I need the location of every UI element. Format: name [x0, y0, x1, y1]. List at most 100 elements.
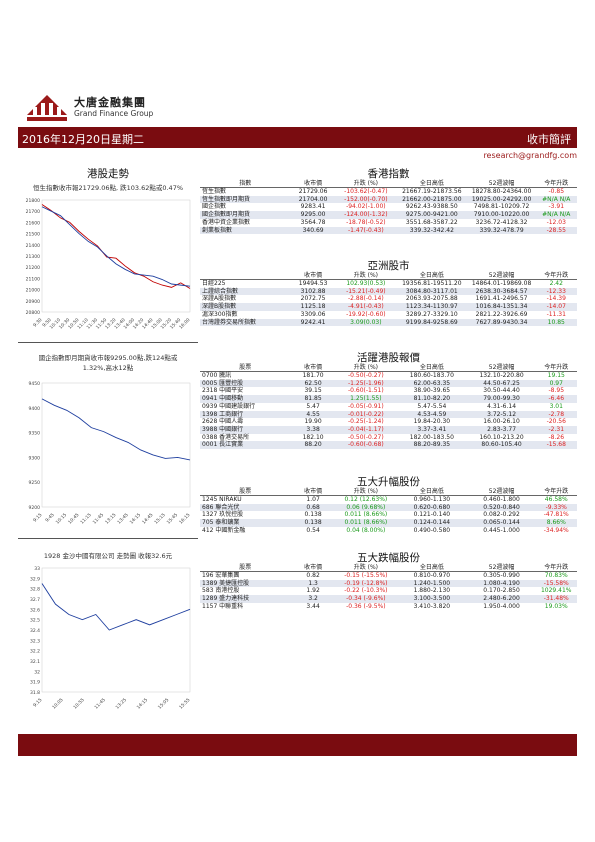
table-row: 上證綜合指數 3102.88 -15.21(-0.49) 3084.80-3117.0…: [200, 287, 577, 296]
table-row: 0939 中國建設銀行 5.47 -0.05(-0.91) 5.47-5.54 4.31…: [200, 403, 577, 411]
hk-index-table: 指數 收市價 升跌 (%) 全日高低 52週波幅 今年升跌 恆生指數 21729.06 -103…: [200, 178, 577, 235]
table-cell-chg: -15.21(-0.49): [335, 287, 397, 296]
column-header: 全日高低: [396, 362, 468, 372]
table-cell-w52: 80.60-105.40: [467, 441, 536, 450]
table-cell-chg: -19.92(-0.60): [346, 310, 386, 318]
x-tick-label: 11:45: [93, 697, 107, 711]
table-cell-name: 583 南港控股: [202, 587, 240, 595]
report-title: 收市簡評: [527, 133, 571, 146]
table-cell-close: 0.138: [304, 511, 322, 519]
table-cell-w52: 1016.84-1351.34: [467, 303, 536, 311]
table-cell-w52: 4.31-6.14: [487, 402, 517, 410]
table-cell-ytd: 8.66%: [535, 519, 577, 527]
table-row: 2318 中國平安 39.15 -0.60(-1.51) 38.90-39.65 30.…: [200, 387, 577, 395]
table-cell-close: 19494.53: [298, 280, 328, 287]
table-cell-chg: -0.01(-0.22): [335, 410, 397, 419]
column-header: 今年升跌: [535, 178, 577, 188]
hsi-intraday-chart: 20800 20900 21000 21100 21200 21300 21400 21500…: [26, 198, 192, 331]
table-cell-chg: -2.88(-0.14): [347, 295, 384, 303]
table-cell-chg: 0.011 (8.66%): [344, 511, 388, 519]
table-cell-ytd: #N/A N/A: [535, 195, 577, 204]
column-header: 52週波幅: [467, 562, 536, 572]
table-row: 3988 中國銀行 3.38 -0.04(-1.17) 3.37-3.41 2.83-3…: [200, 425, 577, 434]
table-cell-w52: 79.00-99.30: [467, 395, 536, 403]
table-cell-range: 4.53-4.59: [396, 410, 468, 419]
x-tick-label: 10:15: [55, 512, 69, 526]
table-cell-chg: -94.02(-1.00): [346, 203, 386, 211]
table-cell-range: 62.00-63.35: [396, 379, 468, 388]
table-cell-close: 340.69: [290, 226, 336, 235]
table-cell-close: 21729.06: [298, 188, 328, 195]
table-cell-w52: 339.32-478.79: [467, 226, 536, 235]
hsi-futures-chart: 9200 9250 9300 9350 9400 9450 9:15 9:45 10:15 10:…: [29, 381, 192, 526]
table-row: 0700 騰訊 181.70 -0.50(-0.27) 180.60-183.70 13…: [200, 372, 577, 380]
table-row: 1157 中聯重科 3.44 -0.36 (-9.5%) 3.410-3.820 1.9…: [200, 603, 577, 611]
table-cell-ytd: 2.42: [549, 280, 563, 287]
table-cell-range: 0.124-0.144: [396, 519, 468, 527]
table-row: 0941 中國移動 81.85 1.25(1.55) 81.10-82.20 79.00…: [200, 395, 577, 403]
table-cell-ytd: 19.03%: [544, 602, 568, 610]
table-cell-chg: 0.12 (12.63%): [344, 496, 388, 503]
brand-name-en: Grand Finance Group: [74, 109, 154, 118]
table-row: 196 宏華集團 0.82 -0.15 (-15.5%) 0.810-0.970 0.3…: [200, 572, 577, 580]
table-row: 1389 美捷匯控股 1.3 -0.19 (-12.8%) 1.240-1.500 1.…: [200, 579, 577, 588]
y-tick-label: 32.5: [30, 618, 40, 624]
table-cell-chg: 0.011 (8.66%): [335, 519, 397, 527]
column-header: 全日高低: [396, 178, 468, 188]
table-cell-w52: 0.460-1.800: [483, 496, 520, 503]
series-line: [41, 583, 191, 631]
table-cell-range: 0.960-1.130: [413, 496, 451, 503]
table-cell-ytd: -8.26: [548, 433, 565, 441]
table-cell-name: 日經225: [202, 280, 226, 287]
y-tick-label: 9200: [29, 505, 41, 511]
table-cell-w52: 0.170-2.850: [483, 587, 520, 595]
table-cell-w52: 44.50-67.25: [467, 379, 536, 388]
table-cell-name: 恆生指數: [202, 188, 227, 195]
table-cell-chg: -0.25(-1.24): [347, 418, 384, 426]
table-cell-name: 1398 工商銀行: [200, 410, 291, 419]
table-cell-w52: 160.10-213.20: [479, 433, 524, 441]
table-cell-ytd: -2.31: [535, 425, 577, 434]
x-tick-label: 14:45: [141, 512, 155, 526]
table-row: 國企指數 9283.41 -94.02(-1.00) 9262.43-9388.50 7…: [200, 203, 577, 211]
table-cell-close: 3.2: [290, 595, 336, 603]
table-cell-w52: 2.480-6.200: [467, 595, 536, 603]
table-cell-w52: 14864.01-19869.08: [471, 280, 532, 287]
series-line: [41, 204, 191, 289]
table-cell-w52: 2.83-3.77: [467, 425, 536, 434]
x-tick-label: 14:15: [136, 697, 150, 711]
table-cell-name: 0001 長江實業: [200, 441, 291, 450]
table-cell-ytd: -9.33%: [535, 503, 577, 512]
table-cell-chg: 102.93(0.53): [346, 280, 386, 287]
active-table: 股票 收市價 升跌 (%) 全日高低 52週波幅 今年升跌 0700 騰訊 181.70 -0.…: [200, 362, 577, 450]
y-tick-label: 21500: [26, 232, 40, 238]
x-tick-label: 16:00: [178, 317, 192, 331]
x-tick-label: 11:15: [79, 512, 93, 526]
table-cell-w52: 1.080-4.190: [467, 579, 536, 588]
table-cell-range: 3551.68-3587.22: [405, 218, 458, 226]
y-tick-label: 32.2: [30, 649, 40, 655]
table-cell-chg: 0.06 (9.68%): [335, 503, 397, 512]
table-cell-range: 5.47-5.54: [417, 402, 447, 410]
table-cell-range: 9262.43-9388.50: [405, 203, 458, 211]
table-cell-ytd: 3.01: [549, 402, 563, 410]
table-row: 1327 玖悅控股 0.138 0.011 (8.66%) 0.121-0.140 0.…: [200, 511, 577, 519]
gainers-table: 股票 收市價 升跌 (%) 全日高低 52週波幅 今年升跌 1245 NIRAKU 1.07 0…: [200, 486, 577, 535]
table-cell-range: 38.90-39.65: [413, 387, 451, 395]
y-tick-label: 21800: [26, 198, 40, 204]
table-cell-ytd: -12.33: [535, 287, 577, 296]
table-row: 香港中資企業指數 3564.78 -18.78(-0.52) 3551.68-3587…: [200, 219, 577, 227]
asia-title: 亞洲股市: [367, 260, 410, 272]
table-cell-name: 國企指數: [202, 203, 227, 211]
contact-email[interactable]: research@grandfg.com: [483, 151, 577, 160]
table-cell-chg: -1.47(-0.43): [335, 226, 397, 235]
table-cell-w52: 1.950-4.000: [483, 602, 520, 610]
table-cell-close: 39.15: [304, 387, 322, 395]
y-tick-label: 21300: [26, 254, 40, 260]
table-cell-name: 705 泰和鑛業: [200, 519, 291, 527]
table-cell-close: 62.50: [290, 379, 336, 388]
table-cell-w52: 7498.81-10209.72: [473, 203, 530, 211]
table-cell-close: 21704.00: [290, 195, 336, 204]
table-cell-close: 81.85: [290, 395, 336, 403]
table-cell-range: 1123.34-1130.97: [396, 303, 468, 311]
